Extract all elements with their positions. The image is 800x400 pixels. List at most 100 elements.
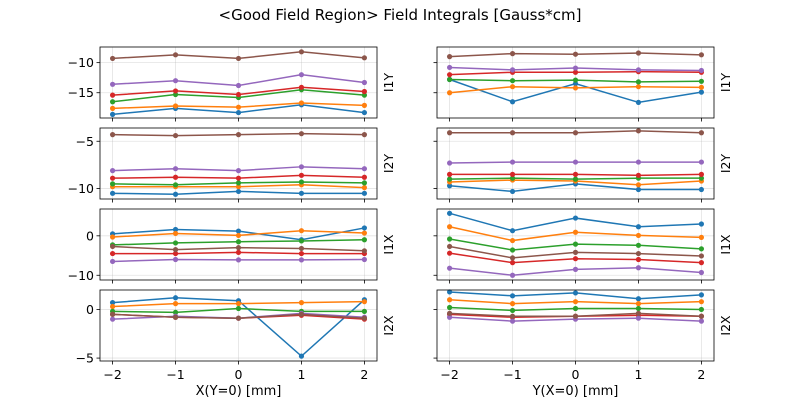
- data-point: [109, 99, 116, 105]
- data-point: [698, 234, 705, 240]
- data-point: [572, 215, 579, 221]
- data-point: [235, 301, 242, 307]
- data-point: [298, 72, 305, 78]
- data-point: [635, 67, 642, 73]
- y-tick-label: −5: [76, 351, 94, 366]
- data-point: [572, 171, 579, 177]
- data-point: [509, 188, 516, 195]
- data-point: [635, 265, 642, 271]
- data-point: [572, 313, 579, 319]
- data-point: [446, 76, 453, 83]
- data-point: [109, 175, 116, 181]
- data-point: [109, 190, 116, 196]
- data-point: [635, 256, 642, 263]
- panel-i1x-x: 0 −10 I1X: [68, 208, 396, 284]
- data-point: [109, 105, 116, 111]
- data-point: [446, 64, 453, 71]
- y-tick-label: −15: [68, 85, 94, 100]
- data-point: [509, 301, 516, 307]
- data-point: [635, 128, 642, 134]
- panel-i2x-y: −2 −1 0 1 2 Y(X=0) [mm] I2X: [433, 289, 733, 399]
- data-point: [509, 272, 516, 278]
- data-point: [698, 313, 705, 319]
- data-point: [109, 55, 116, 62]
- data-point: [698, 171, 705, 177]
- data-point: [361, 174, 368, 180]
- data-point: [235, 55, 242, 62]
- data-point: [509, 78, 516, 84]
- panel-i2x-x: 0 −5 −2 −1 0 1 2 X(Y=0) [mm] I2X: [76, 289, 396, 399]
- data-point: [509, 228, 516, 234]
- data-point: [172, 230, 179, 237]
- y-tick-label: −10: [68, 268, 94, 283]
- data-point: [698, 84, 705, 90]
- x-tick-label: −2: [440, 367, 458, 382]
- data-point: [698, 130, 705, 136]
- panel-side-label: I2Y: [718, 154, 733, 174]
- y-tick-label: 0: [86, 228, 94, 243]
- data-point: [509, 307, 516, 314]
- data-point: [235, 245, 242, 251]
- panel-side-label: I1Y: [718, 73, 733, 93]
- data-point: [298, 164, 305, 170]
- data-point: [446, 304, 453, 311]
- data-point: [635, 250, 642, 257]
- data-point: [509, 260, 516, 266]
- data-point: [698, 260, 705, 266]
- data-point: [235, 249, 242, 255]
- data-point: [635, 182, 642, 188]
- data-point: [572, 159, 579, 165]
- data-point: [635, 232, 642, 239]
- data-point: [109, 111, 116, 117]
- data-point: [298, 172, 305, 178]
- x-axis-label: Y(X=0) [mm]: [532, 384, 619, 399]
- data-point: [698, 253, 705, 259]
- data-point: [698, 246, 705, 252]
- panel-side-label: I2X: [718, 315, 733, 336]
- data-point: [172, 91, 179, 98]
- data-point: [509, 99, 516, 105]
- data-point: [572, 77, 579, 83]
- data-point: [172, 88, 179, 94]
- data-point: [635, 301, 642, 307]
- data-point: [509, 159, 516, 165]
- data-point: [109, 258, 116, 265]
- panel-side-label: I1Y: [381, 73, 396, 93]
- data-point: [572, 256, 579, 262]
- data-point: [446, 160, 453, 166]
- data-point: [172, 182, 179, 188]
- data-point: [109, 243, 116, 250]
- y-tick-label: −10: [68, 55, 94, 70]
- data-point: [235, 239, 242, 245]
- x-tick-label: −2: [103, 367, 121, 382]
- data-point: [361, 102, 368, 108]
- data-point: [172, 309, 179, 315]
- data-point: [172, 301, 179, 307]
- data-point: [172, 166, 179, 172]
- data-point: [446, 236, 453, 242]
- data-point: [698, 78, 705, 84]
- data-point: [172, 52, 179, 58]
- data-point: [298, 300, 305, 306]
- data-point: [698, 292, 705, 298]
- data-point: [109, 132, 116, 138]
- data-point: [509, 175, 516, 181]
- data-point: [361, 190, 368, 196]
- data-point: [109, 168, 116, 174]
- data-point: [109, 81, 116, 87]
- figure-title: <Good Field Region> Field Integrals [Gau…: [219, 6, 582, 24]
- data-point: [235, 228, 242, 234]
- data-point: [698, 175, 705, 181]
- panel-i2y-y: I2Y: [433, 127, 733, 203]
- y-tick-label: −5: [76, 134, 94, 149]
- data-point: [298, 311, 305, 317]
- panel-i2y-x: −5 −10 I2Y: [68, 127, 396, 203]
- y-tick-label: −10: [68, 181, 94, 196]
- data-point: [509, 51, 516, 57]
- data-point: [298, 238, 305, 244]
- data-point: [361, 185, 368, 191]
- data-point: [572, 299, 579, 305]
- data-point: [172, 174, 179, 180]
- data-point: [509, 293, 516, 299]
- data-point: [235, 184, 242, 190]
